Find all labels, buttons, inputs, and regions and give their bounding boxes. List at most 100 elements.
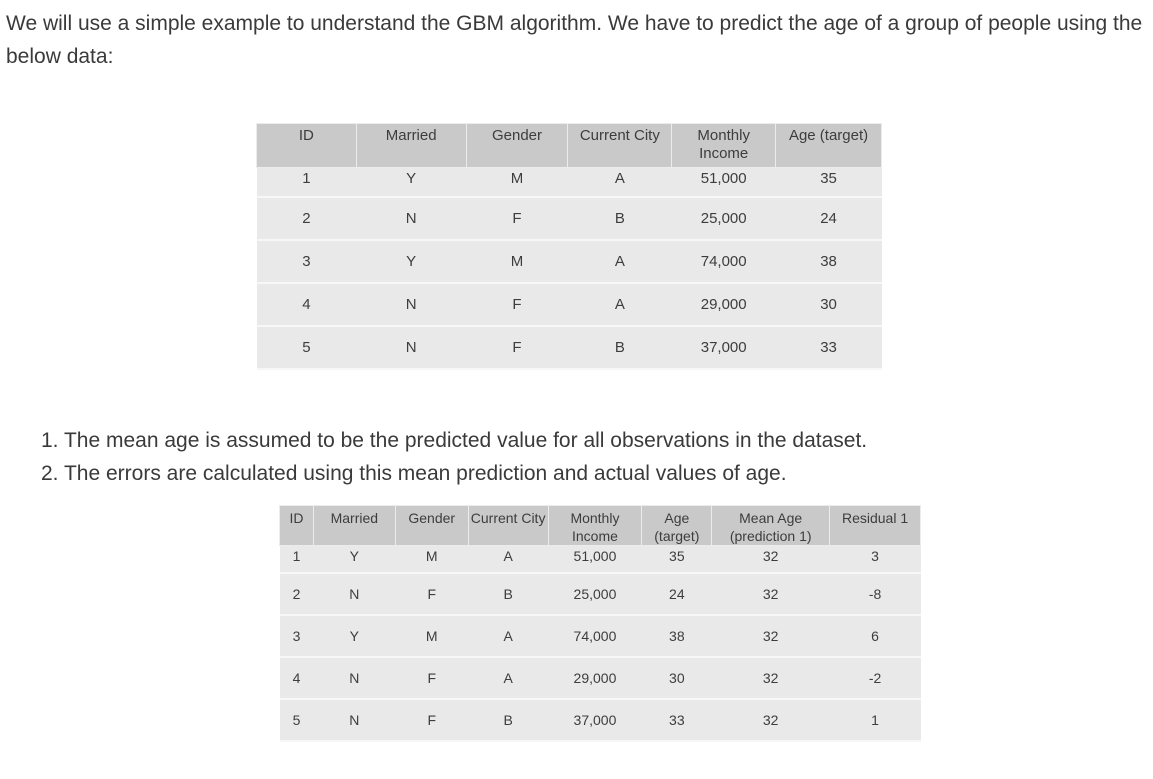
column-header-id: ID	[256, 123, 357, 168]
column-header-current-city: Current City	[567, 123, 673, 168]
cell-current-city: A	[468, 657, 549, 700]
cell-monthly-income: 25,000	[548, 573, 642, 616]
cell-married: Y	[356, 167, 467, 198]
cell-gender: F	[466, 197, 568, 241]
cell-age-target: 35	[641, 545, 712, 574]
cell-residual: -2	[829, 657, 921, 700]
residuals-table: ID Married Gender Current City Monthly I…	[279, 505, 921, 742]
cell-married: Y	[313, 615, 396, 658]
cell-current-city: B	[567, 326, 672, 370]
cell-current-city: A	[567, 240, 672, 284]
cell-age-target: 33	[641, 699, 712, 742]
cell-age-target: 38	[775, 240, 882, 284]
cell-married: N	[356, 283, 467, 327]
cell-current-city: A	[567, 283, 672, 327]
table-row: 2 N F B 25,000 24	[256, 197, 882, 241]
cell-age-target: 30	[775, 283, 882, 327]
cell-id: 2	[256, 197, 357, 241]
cell-id: 2	[279, 573, 314, 616]
cell-married: N	[356, 197, 467, 241]
column-header-residual: Residual 1	[829, 505, 921, 546]
cell-monthly-income: 29,000	[548, 657, 642, 700]
cell-current-city: A	[468, 615, 549, 658]
column-header-current-city: Current City	[467, 505, 549, 546]
cell-id: 3	[256, 240, 357, 284]
cell-id: 4	[279, 657, 314, 700]
column-header-age-target: Age (target)	[641, 505, 713, 546]
table-row: 1 Y M A 51,000 35 32 3	[279, 545, 921, 574]
cell-monthly-income: 51,000	[671, 167, 776, 198]
cell-married: N	[313, 657, 396, 700]
column-header-monthly-income: Monthly Income	[671, 123, 777, 168]
cell-gender: M	[466, 240, 568, 284]
column-header-married: Married	[355, 123, 467, 168]
cell-married: N	[313, 573, 396, 616]
cell-mean-age: 32	[711, 699, 830, 742]
training-data-table: ID Married Gender Current City Monthly I…	[256, 123, 882, 370]
column-header-id: ID	[279, 505, 314, 546]
column-header-gender: Gender	[465, 123, 569, 168]
cell-monthly-income: 25,000	[671, 197, 776, 241]
column-header-mean-age: Mean Age (prediction 1)	[711, 505, 831, 546]
cell-gender: M	[395, 545, 469, 574]
cell-age-target: 35	[775, 167, 882, 198]
cell-residual: 6	[829, 615, 921, 658]
cell-gender: F	[395, 573, 469, 616]
cell-gender: F	[466, 283, 568, 327]
cell-monthly-income: 74,000	[548, 615, 642, 658]
table-row: 3 Y M A 74,000 38	[256, 240, 882, 284]
cell-gender: F	[395, 699, 469, 742]
cell-gender: F	[395, 657, 469, 700]
cell-id: 5	[256, 326, 357, 370]
cell-married: Y	[313, 545, 396, 574]
cell-current-city: B	[567, 197, 672, 241]
cell-current-city: A	[468, 545, 549, 574]
cell-monthly-income: 37,000	[671, 326, 776, 370]
cell-married: N	[313, 699, 396, 742]
cell-current-city: B	[468, 573, 549, 616]
cell-id: 3	[279, 615, 314, 658]
cell-residual: -8	[829, 573, 921, 616]
cell-married: Y	[356, 240, 467, 284]
cell-age-target: 38	[641, 615, 712, 658]
cell-mean-age: 32	[711, 657, 830, 700]
steps-list: 1. The mean age is assumed to be the pre…	[41, 424, 867, 490]
cell-mean-age: 32	[711, 573, 830, 616]
cell-id: 1	[256, 167, 357, 198]
cell-gender: M	[466, 167, 568, 198]
table-header-row: ID Married Gender Current City Monthly I…	[256, 123, 882, 168]
table-row: 1 Y M A 51,000 35	[256, 167, 882, 198]
cell-mean-age: 32	[711, 545, 830, 574]
cell-age-target: 24	[775, 197, 882, 241]
cell-residual: 3	[829, 545, 921, 574]
column-header-monthly-income: Monthly Income	[547, 505, 643, 546]
cell-monthly-income: 37,000	[548, 699, 642, 742]
cell-age-target: 24	[641, 573, 712, 616]
column-header-married: Married	[312, 505, 396, 546]
cell-id: 4	[256, 283, 357, 327]
cell-monthly-income: 29,000	[671, 283, 776, 327]
step-mean-prediction: 1. The mean age is assumed to be the pre…	[41, 429, 868, 452]
table-row: 4 N F A 29,000 30 32 -2	[279, 657, 921, 700]
cell-age-target: 30	[641, 657, 712, 700]
cell-id: 1	[279, 545, 314, 574]
cell-current-city: B	[468, 699, 549, 742]
table-row: 5 N F B 37,000 33	[256, 326, 882, 370]
table-header-row: ID Married Gender Current City Monthly I…	[279, 505, 921, 546]
table-row: 5 N F B 37,000 33 32 1	[279, 699, 921, 742]
intro-paragraph: We will use a simple example to understa…	[6, 12, 1143, 68]
cell-mean-age: 32	[711, 615, 830, 658]
cell-age-target: 33	[775, 326, 882, 370]
cell-monthly-income: 74,000	[671, 240, 776, 284]
cell-gender: F	[466, 326, 568, 370]
table-row: 3 Y M A 74,000 38 32 6	[279, 615, 921, 658]
step-error-calculation: 2. The errors are calculated using this …	[41, 462, 787, 485]
cell-residual: 1	[829, 699, 921, 742]
column-header-age-target: Age (target)	[775, 123, 882, 168]
table-row: 2 N F B 25,000 24 32 -8	[279, 573, 921, 616]
table-row: 4 N F A 29,000 30	[256, 283, 882, 327]
cell-id: 5	[279, 699, 314, 742]
cell-gender: M	[395, 615, 469, 658]
column-header-gender: Gender	[394, 505, 469, 546]
cell-monthly-income: 51,000	[548, 545, 642, 574]
